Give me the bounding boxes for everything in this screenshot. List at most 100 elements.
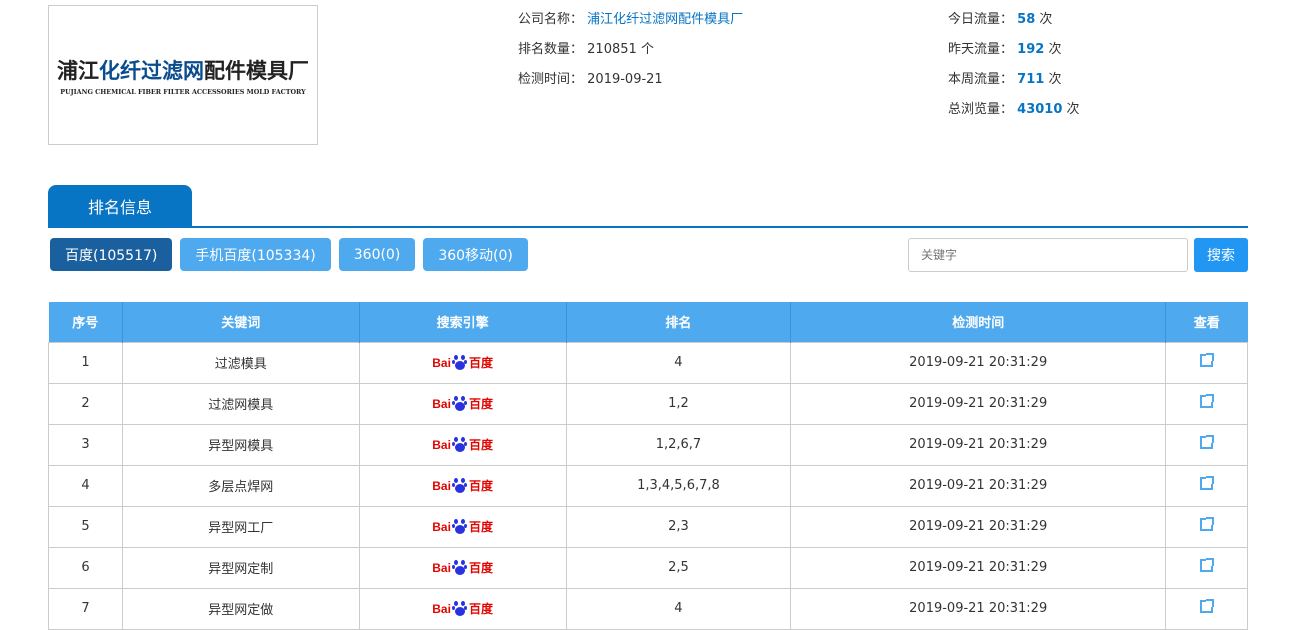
logo-en: PUJIANG CHEMICAL FIBER FILTER ACCESSORIE… xyxy=(60,87,306,96)
logo-text: 浦江 xyxy=(57,57,99,83)
paw-icon xyxy=(451,437,468,452)
cell-no: 1 xyxy=(48,341,123,384)
cell-rank: 1,2 xyxy=(565,382,792,425)
logo-text-blue: 化纤过滤网 xyxy=(99,57,204,83)
cell-engine: Bai 百度 xyxy=(358,546,567,589)
cell-no: 6 xyxy=(48,546,123,589)
cell-view xyxy=(1165,505,1248,548)
logo-text: 配件模具厂 xyxy=(204,57,309,83)
table-row: 4 多层点焊网 Bai 百度 1,3,4,5,6,7,8 2019-09-21 2… xyxy=(48,464,1248,507)
cell-no: 3 xyxy=(48,423,123,466)
logo-text: Bai xyxy=(432,355,451,370)
logo-text: 百度 xyxy=(468,397,493,411)
traffic-value: 711 xyxy=(1017,72,1045,87)
baidu-logo-icon: Bai 百度 xyxy=(432,559,493,576)
logo-text: Bai xyxy=(432,560,451,575)
paw-icon xyxy=(451,560,468,575)
logo-cn: 浦江化纤过滤网配件模具厂 xyxy=(57,55,309,85)
logo-text: Bai xyxy=(432,519,451,534)
cell-time: 2019-09-21 20:31:29 xyxy=(790,587,1167,630)
cell-engine: Bai 百度 xyxy=(358,587,567,630)
cell-rank: 1,3,4,5,6,7,8 xyxy=(565,464,792,507)
engine-360-button[interactable]: 360(0) xyxy=(338,238,416,271)
traffic-label: 总浏览量： xyxy=(948,102,1014,117)
header-engine: 搜索引擎 xyxy=(359,302,567,342)
table-row: 5 异型网工厂 Bai 百度 2,3 2019-09-21 20:31:29 xyxy=(48,505,1248,548)
cell-keyword: 过滤网模具 xyxy=(121,382,360,425)
engine-baidu-button[interactable]: 百度(105517) xyxy=(50,238,173,271)
baidu-logo-icon: Bai 百度 xyxy=(432,477,493,494)
tab-ranking-info[interactable]: 排名信息 xyxy=(48,185,192,226)
logo-text: 百度 xyxy=(468,438,493,452)
unit: 次 xyxy=(1048,72,1062,87)
external-link-icon[interactable] xyxy=(1200,353,1215,367)
external-link-icon[interactable] xyxy=(1200,599,1215,613)
cell-keyword: 异型网定制 xyxy=(121,546,360,589)
engine-filter: 百度(105517) 手机百度(105334) 360(0) 360移动(0) xyxy=(50,238,528,271)
check-date: 2019-09-21 xyxy=(587,72,663,87)
cell-time: 2019-09-21 20:31:29 xyxy=(790,546,1167,589)
engine-360-mobile-button[interactable]: 360移动(0) xyxy=(423,238,528,271)
logo-text: Bai xyxy=(432,396,451,411)
label: 排名数量： xyxy=(518,42,584,57)
unit: 次 xyxy=(1066,102,1080,117)
logo-text: 百度 xyxy=(468,356,493,370)
unit: 次 xyxy=(1039,12,1053,27)
cell-no: 5 xyxy=(48,505,123,548)
external-link-icon[interactable] xyxy=(1200,435,1215,449)
tab-bar: 排名信息 xyxy=(48,185,1248,228)
cell-view xyxy=(1165,464,1248,507)
cell-view xyxy=(1165,382,1248,425)
table-row: 3 异型网模具 Bai 百度 1,2,6,7 2019-09-21 20:31:2… xyxy=(48,423,1248,466)
baidu-logo-icon: Bai 百度 xyxy=(432,436,493,453)
table-row: 6 异型网定制 Bai 百度 2,5 2019-09-21 20:31:29 xyxy=(48,546,1248,589)
traffic-label: 本周流量： xyxy=(948,72,1014,87)
cell-keyword: 异型网工厂 xyxy=(121,505,360,548)
cell-engine: Bai 百度 xyxy=(358,505,567,548)
cell-time: 2019-09-21 20:31:29 xyxy=(790,382,1167,425)
baidu-logo-icon: Bai 百度 xyxy=(432,354,493,371)
cell-time: 2019-09-21 20:31:29 xyxy=(790,341,1167,384)
keyword-search-input[interactable] xyxy=(908,238,1188,272)
paw-icon xyxy=(451,355,468,370)
traffic-value: 58 xyxy=(1017,12,1036,27)
cell-keyword: 过滤模具 xyxy=(121,341,360,384)
engine-mobile-baidu-button[interactable]: 手机百度(105334) xyxy=(180,238,331,271)
header-view: 查看 xyxy=(1165,302,1248,342)
cell-engine: Bai 百度 xyxy=(358,382,567,425)
logo-text: Bai xyxy=(432,437,451,452)
header-time: 检测时间 xyxy=(790,302,1167,342)
cell-no: 2 xyxy=(48,382,123,425)
logo-text: 百度 xyxy=(468,561,493,575)
ranking-table: 序号 关键词 搜索引擎 排名 检测时间 查看 1 过滤模具 Bai 百度 4 20… xyxy=(48,302,1248,630)
search-button[interactable]: 搜索 xyxy=(1194,238,1248,272)
cell-view xyxy=(1165,423,1248,466)
label: 公司名称： xyxy=(518,12,584,27)
traffic-value: 43010 xyxy=(1017,102,1063,117)
external-link-icon[interactable] xyxy=(1200,517,1215,531)
rank-count: 210851 xyxy=(587,42,637,57)
header-rank: 排名 xyxy=(566,302,792,342)
header-keyword: 关键词 xyxy=(122,302,360,342)
cell-no: 4 xyxy=(48,464,123,507)
cell-rank: 1,2,6,7 xyxy=(565,423,792,466)
cell-keyword: 异型网定做 xyxy=(121,587,360,630)
table-row: 2 过滤网模具 Bai 百度 1,2 2019-09-21 20:31:29 xyxy=(48,382,1248,425)
logo-text: 百度 xyxy=(468,520,493,534)
cell-rank: 2,5 xyxy=(565,546,792,589)
traffic-value: 192 xyxy=(1017,42,1045,57)
company-name-link[interactable]: 浦江化纤过滤网配件模具厂 xyxy=(587,12,744,27)
cell-rank: 4 xyxy=(565,587,792,630)
cell-view xyxy=(1165,587,1248,630)
external-link-icon[interactable] xyxy=(1200,558,1215,572)
company-logo: 浦江化纤过滤网配件模具厂 PUJIANG CHEMICAL FIBER FILT… xyxy=(48,5,318,145)
label: 检测时间： xyxy=(518,72,584,87)
baidu-logo-icon: Bai 百度 xyxy=(432,518,493,535)
external-link-icon[interactable] xyxy=(1200,476,1215,490)
cell-time: 2019-09-21 20:31:29 xyxy=(790,423,1167,466)
traffic-label: 今日流量： xyxy=(948,12,1014,27)
cell-keyword: 异型网模具 xyxy=(121,423,360,466)
table-row: 7 异型网定做 Bai 百度 4 2019-09-21 20:31:29 xyxy=(48,587,1248,630)
logo-text: 百度 xyxy=(468,479,493,493)
external-link-icon[interactable] xyxy=(1200,394,1215,408)
